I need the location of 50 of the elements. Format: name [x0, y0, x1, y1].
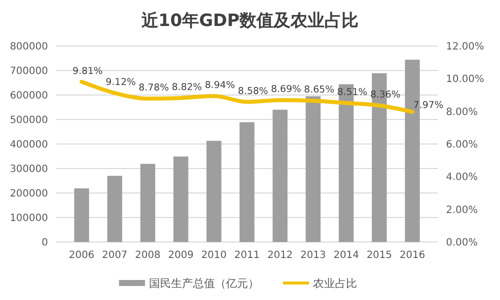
- data-label: 9.81%: [72, 66, 103, 77]
- y-tick-label: 600000: [10, 90, 48, 102]
- bar: [306, 96, 321, 242]
- y-tick-label: 300000: [10, 164, 48, 175]
- y-tick-label: 700000: [10, 66, 48, 77]
- bar: [173, 156, 188, 242]
- legend-label: 国民生产总值（亿元）: [149, 277, 259, 290]
- y2-tick-label: 12.00%: [446, 42, 484, 52]
- data-label: 8.94%: [204, 80, 236, 91]
- data-label: 8.82%: [172, 82, 202, 93]
- x-tick-label: 2009: [168, 250, 194, 261]
- y2-tick-label: 6.00%: [446, 140, 478, 150]
- x-tick-label: 2010: [201, 250, 227, 261]
- chart-title: 近10年GDP数值及农业占比: [140, 11, 359, 31]
- x-tick-label: 2014: [333, 250, 359, 261]
- y-tick-label: 100000: [10, 213, 48, 224]
- y-tick-label: 400000: [10, 140, 48, 150]
- y2-tick-label: 4.00%: [446, 172, 478, 184]
- x-tick-label: 2008: [135, 250, 161, 261]
- data-label: 8.36%: [370, 89, 400, 100]
- legend-label: 农业占比: [313, 277, 357, 290]
- data-label: 7.97%: [413, 100, 444, 111]
- y-tick-label: 800000: [10, 42, 48, 52]
- x-tick-label: 2012: [267, 250, 293, 261]
- x-tick-label: 2011: [234, 250, 260, 261]
- bar: [140, 164, 156, 242]
- data-label: 9.12%: [106, 77, 136, 88]
- data-label: 8.69%: [270, 84, 302, 96]
- data-label: 8.58%: [238, 86, 268, 97]
- x-tick-label: 2007: [102, 250, 128, 261]
- y-tick-label: 0: [42, 238, 48, 248]
- bar: [272, 110, 288, 242]
- bar: [74, 188, 90, 242]
- data-label: 8.78%: [138, 82, 169, 94]
- bar: [240, 122, 254, 242]
- x-tick-label: 2016: [400, 250, 426, 261]
- line-series: [80, 80, 414, 114]
- bar: [107, 176, 122, 242]
- y2-tick-label: 8.00%: [446, 106, 478, 118]
- bar: [206, 140, 222, 242]
- x-tick-label: 2013: [300, 250, 326, 261]
- x-tick-label: 2015: [366, 250, 392, 261]
- y-tick-label: 500000: [10, 115, 48, 126]
- x-tick-label: 2006: [68, 250, 94, 261]
- y2-tick-label: 10.00%: [446, 74, 484, 86]
- data-label: 8.65%: [304, 84, 334, 96]
- y-tick-label: 200000: [10, 188, 48, 200]
- data-label: 8.51%: [337, 87, 368, 98]
- y2-tick-label: 2.00%: [446, 204, 478, 216]
- y2-tick-label: 0.00%: [446, 238, 478, 248]
